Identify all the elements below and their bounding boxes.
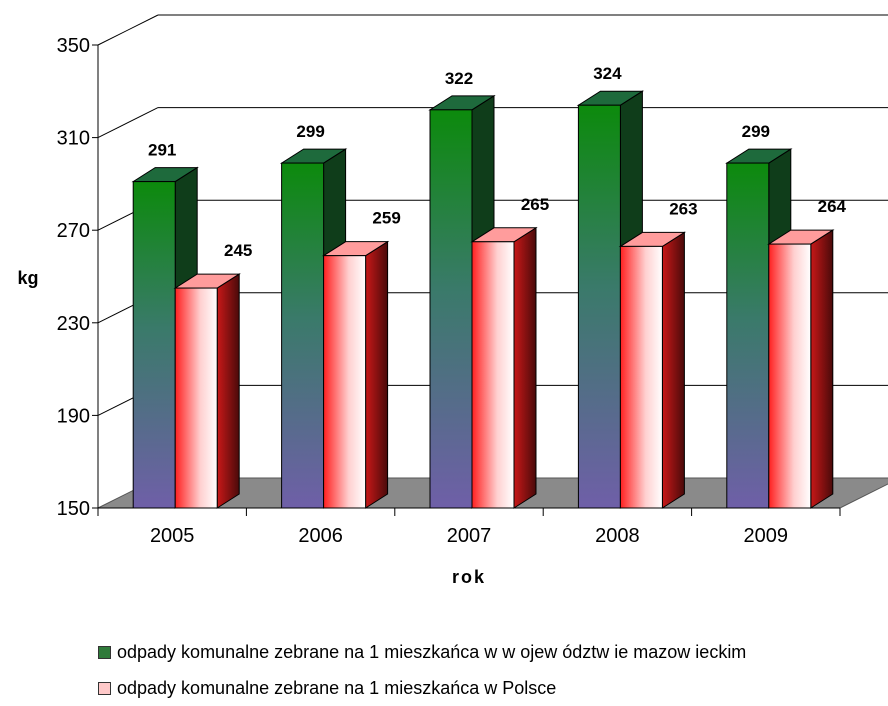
y-tick-label: 310 (57, 128, 90, 150)
legend-swatch-red (98, 681, 111, 695)
bar-polska-2009 (767, 229, 835, 509)
bar-front (323, 255, 367, 509)
bar-side (810, 229, 834, 509)
bar-front (281, 162, 325, 509)
legend-item-polska: odpady komunalne zebrane na 1 mieszkańca… (98, 670, 746, 706)
x-tick-label: 2006 (298, 525, 343, 547)
data-label-mazowieckie-2007: 322 (445, 69, 473, 88)
y-tick-label: 150 (57, 498, 90, 520)
bar-front (174, 287, 218, 509)
y-tick-label: 270 (57, 220, 90, 242)
data-label-mazowieckie-2009: 299 (742, 122, 770, 141)
y-tick-label: 350 (57, 35, 90, 57)
bar-side (365, 240, 389, 509)
data-label-mazowieckie-2006: 299 (296, 122, 324, 141)
bar-front (726, 162, 770, 509)
data-label-polska-2006: 259 (372, 209, 400, 228)
x-tick-label: 2008 (595, 525, 640, 547)
data-label-polska-2007: 265 (521, 195, 549, 214)
legend-item-mazowieckie: odpady komunalne zebrane na 1 mieszkańca… (98, 634, 746, 670)
x-tick-label: 2009 (744, 525, 789, 547)
axes: 150 190 230 270 310 350 2005 2006 2007 2008 2009 kg… (17, 35, 841, 587)
gridline-side (97, 14, 159, 46)
bar-side (216, 273, 240, 509)
bar-front (429, 109, 473, 509)
bar-front (619, 245, 663, 509)
gridline-side (97, 107, 159, 139)
bar-polska-2006 (321, 240, 390, 509)
bar-side (513, 226, 537, 509)
bar-front (768, 243, 812, 509)
x-tick-label: 2005 (150, 525, 195, 547)
legend: odpady komunalne zebrane na 1 mieszkańca… (98, 634, 746, 706)
legend-label-polska: odpady komunalne zebrane na 1 mieszkańca… (117, 677, 557, 698)
bar-front (471, 241, 515, 509)
legend-swatch-green (98, 645, 111, 659)
data-labels: 291 245 299 259 322 265 324 263 299 264 (148, 64, 847, 260)
y-tick-label: 230 (57, 313, 90, 335)
bar-front (577, 104, 621, 509)
bar-chart: 150 190 230 270 310 350 2005 2006 2007 2008 2009 kg… (17, 14, 888, 587)
data-label-polska-2005: 245 (224, 241, 252, 260)
legend-label-mazowieckie: odpady komunalne zebrane na 1 mieszkańca… (117, 641, 747, 662)
bar-polska-2007 (470, 226, 538, 509)
y-axis-label: kg (17, 268, 38, 288)
bar-polska-2005 (173, 273, 241, 509)
x-tick-label: 2007 (447, 525, 492, 547)
bar-side (661, 231, 685, 509)
data-label-polska-2009: 264 (818, 197, 847, 216)
y-tick-label: 190 (57, 405, 90, 427)
bar-front (132, 181, 176, 509)
data-label-polska-2008: 263 (669, 199, 697, 218)
data-label-mazowieckie-2005: 291 (148, 141, 176, 160)
bar-polska-2008 (618, 231, 687, 509)
x-axis-label: rok (452, 567, 486, 587)
bars (131, 90, 835, 509)
data-label-mazowieckie-2008: 324 (593, 64, 622, 83)
